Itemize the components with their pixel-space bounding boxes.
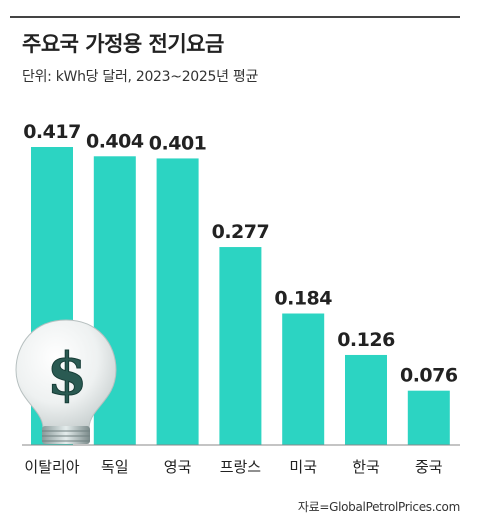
value-label-3: 0.277 [212,221,270,243]
bar-5 [345,354,387,445]
value-label-4: 0.184 [274,288,332,310]
bar-6 [407,390,450,445]
category-label-4: 미국 [289,458,317,476]
source-note: 자료=GlobalPetrolPrices.com [297,500,460,514]
category-label-5: 한국 [352,458,380,476]
category-label-0: 이탈리아 [24,458,79,476]
category-label-1: 독일 [101,458,129,476]
value-label-6: 0.076 [400,365,458,387]
category-label-6: 중국 [415,458,443,476]
svg-text:$: $ [47,340,87,408]
chart-subtitle: 단위: kWh당 달러, 2023~2025년 평균 [22,69,259,85]
bar-4 [282,313,325,445]
top-rule [10,16,460,18]
bar-2 [156,158,199,445]
value-label-0: 0.417 [23,121,81,143]
bar-3 [219,247,262,445]
lightbulb-dollar-icon: $ [15,319,117,444]
category-label-3: 프랑스 [220,458,262,476]
category-label-2: 영국 [164,458,192,476]
value-label-1: 0.404 [86,130,144,152]
chart-title: 주요국 가정용 전기요금 [22,32,224,56]
value-label-2: 0.401 [149,132,207,154]
value-label-5: 0.126 [337,329,395,351]
